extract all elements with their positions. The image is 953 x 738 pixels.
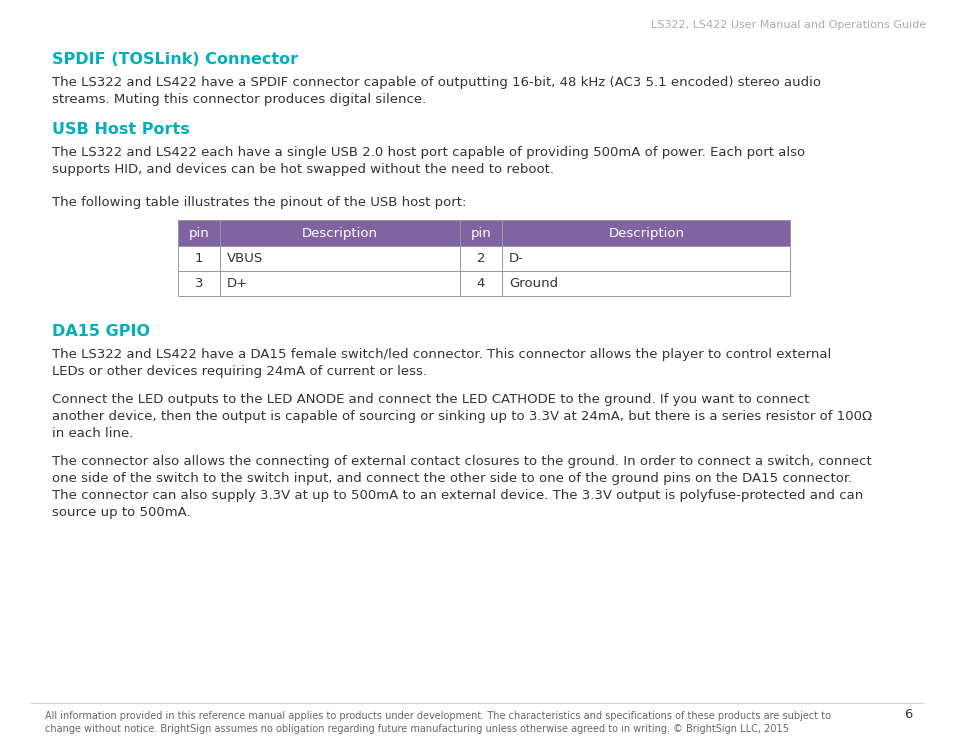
Text: pin: pin	[470, 227, 491, 240]
Text: All information provided in this reference manual applies to products under deve: All information provided in this referen…	[45, 711, 830, 721]
Text: Ground: Ground	[509, 277, 558, 290]
Text: USB Host Ports: USB Host Ports	[52, 122, 190, 137]
Text: The connector also allows the connecting of external contact closures to the gro: The connector also allows the connecting…	[52, 455, 871, 468]
Text: supports HID, and devices can be hot swapped without the need to reboot.: supports HID, and devices can be hot swa…	[52, 163, 554, 176]
Text: one side of the switch to the switch input, and connect the other side to one of: one side of the switch to the switch inp…	[52, 472, 851, 485]
Text: pin: pin	[189, 227, 209, 240]
Text: 3: 3	[194, 277, 203, 290]
Text: The LS322 and LS422 each have a single USB 2.0 host port capable of providing 50: The LS322 and LS422 each have a single U…	[52, 146, 804, 159]
Text: LS322, LS422 User Manual and Operations Guide: LS322, LS422 User Manual and Operations …	[650, 20, 925, 30]
Text: The following table illustrates the pinout of the USB host port:: The following table illustrates the pino…	[52, 196, 466, 209]
Text: 2: 2	[476, 252, 485, 265]
Bar	[178, 271, 789, 296]
Text: D-: D-	[509, 252, 523, 265]
Text: DA15 GPIO: DA15 GPIO	[52, 324, 150, 339]
Text: 1: 1	[194, 252, 203, 265]
Text: Connect the LED outputs to the LED ANODE and connect the LED CATHODE to the grou: Connect the LED outputs to the LED ANODE…	[52, 393, 808, 406]
Text: The LS322 and LS422 have a SPDIF connector capable of outputting 16-bit, 48 kHz : The LS322 and LS422 have a SPDIF connect…	[52, 76, 821, 89]
Text: The LS322 and LS422 have a DA15 female switch/led connector. This connector allo: The LS322 and LS422 have a DA15 female s…	[52, 348, 830, 361]
Text: SPDIF (TOSLink) Connector: SPDIF (TOSLink) Connector	[52, 52, 297, 67]
Text: another device, then the output is capable of sourcing or sinking up to 3.3V at : another device, then the output is capab…	[52, 410, 871, 423]
Text: VBUS: VBUS	[227, 252, 263, 265]
Text: source up to 500mA.: source up to 500mA.	[52, 506, 191, 519]
Text: in each line.: in each line.	[52, 427, 133, 440]
Text: LEDs or other devices requiring 24mA of current or less.: LEDs or other devices requiring 24mA of …	[52, 365, 427, 378]
Text: Description: Description	[302, 227, 377, 240]
Bar	[178, 220, 789, 246]
Text: 6: 6	[903, 708, 911, 721]
Text: 4: 4	[476, 277, 485, 290]
Text: The connector can also supply 3.3V at up to 500mA to an external device. The 3.3: The connector can also supply 3.3V at up…	[52, 489, 862, 502]
Bar	[178, 246, 789, 271]
Text: streams. Muting this connector produces digital silence.: streams. Muting this connector produces …	[52, 93, 426, 106]
Text: Description: Description	[608, 227, 684, 240]
Text: D+: D+	[227, 277, 248, 290]
Text: change without notice. BrightSign assumes no obligation regarding future manufac: change without notice. BrightSign assume…	[45, 724, 788, 734]
